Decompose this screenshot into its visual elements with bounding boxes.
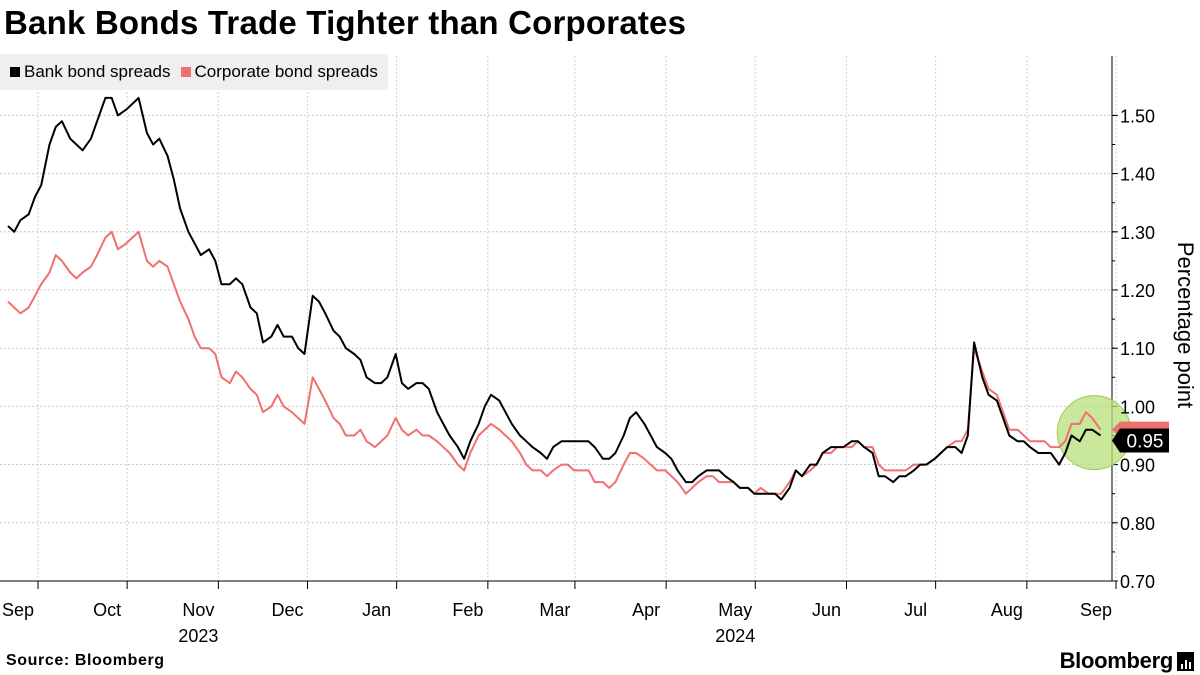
y-axis-title: Percentage point: [1173, 242, 1198, 408]
x-tick-label: Nov: [182, 600, 214, 620]
y-tick-label: 0.70: [1120, 572, 1155, 592]
axis-layer: [0, 56, 1118, 589]
y-tick-label: 1.10: [1120, 339, 1155, 359]
legend: Bank bond spreads Corporate bond spreads: [0, 54, 388, 90]
brand-logo: Bloomberg: [1060, 648, 1194, 674]
x-tick-label: May: [718, 600, 752, 620]
y-tick-label: 1.30: [1120, 223, 1155, 243]
last-value-tag-bank: [1112, 428, 1169, 453]
y-tick-label: 0.90: [1120, 456, 1155, 476]
legend-item-corporate[interactable]: Corporate bond spreads: [180, 62, 378, 82]
x-year-label: 2023: [178, 626, 218, 646]
x-tick-label: Jun: [812, 600, 841, 620]
x-tick-label: Dec: [271, 600, 303, 620]
last-value-label-bank: 0.95: [1127, 432, 1164, 453]
y-tick-label: 1.50: [1120, 106, 1155, 126]
label-layer: 0.70 0.80 0.90 1.00 1.10 1.20 1.30 1.40 1.50 Sep O…: [2, 106, 1198, 646]
y-tick-label: 1.20: [1120, 281, 1155, 301]
legend-swatch-corporate: [180, 67, 191, 77]
series-line-bank: [7, 96, 1102, 501]
y-tick-label: 1.40: [1120, 165, 1155, 185]
source-note: Source: Bloomberg: [6, 652, 165, 669]
x-tick-label: Feb: [452, 600, 483, 620]
x-tick-label: Sep: [1080, 600, 1112, 620]
x-tick-label: Jan: [362, 600, 391, 620]
series-line-corporate: [7, 230, 1102, 495]
legend-label-corporate: Corporate bond spreads: [194, 62, 378, 81]
brand-name: Bloomberg: [1059, 648, 1174, 673]
grid-layer: [0, 56, 1117, 582]
x-tick-label: Aug: [991, 600, 1023, 620]
y-tick-label: 1.00: [1120, 397, 1155, 417]
x-year-label: 2024: [715, 626, 755, 646]
x-tick-label: Mar: [539, 600, 570, 620]
x-tick-label: Jul: [904, 600, 927, 620]
x-tick-label: Oct: [93, 600, 121, 620]
y-tick-label: 0.80: [1120, 514, 1155, 534]
legend-swatch-bank: [10, 67, 20, 77]
chart-title: Bank Bonds Trade Tighter than Corporates: [4, 4, 687, 41]
bar-chart-icon: [1177, 651, 1194, 671]
legend-label-bank: Bank bond spreads: [24, 62, 171, 81]
legend-item-bank[interactable]: Bank bond spreads: [10, 62, 171, 82]
x-tick-label: Sep: [2, 600, 34, 620]
series-layer: [7, 96, 1102, 501]
x-tick-label: Apr: [632, 600, 660, 620]
